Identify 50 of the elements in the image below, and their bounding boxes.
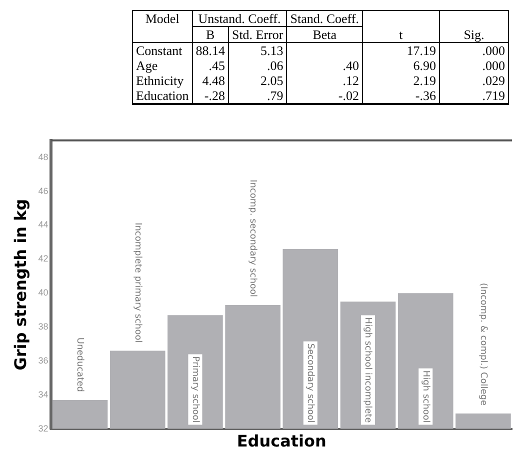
y-tick-label: 40 bbox=[38, 288, 48, 298]
category-label: High school bbox=[420, 370, 430, 423]
y-tick-label: Age bbox=[132, 58, 192, 73]
data-label: -.02 bbox=[286, 88, 362, 104]
x-tick-label: Sig. bbox=[439, 10, 508, 42]
y-tick-label: 34 bbox=[38, 389, 48, 400]
data-label: .000 bbox=[439, 42, 508, 58]
category-label: Uneducated bbox=[74, 337, 85, 392]
data-label: .029 bbox=[439, 73, 508, 88]
x-tick-label: t bbox=[362, 10, 440, 42]
x-tick-label: B bbox=[192, 26, 228, 42]
x-tick-label: Std. Error bbox=[228, 26, 287, 42]
category-label: Primary school bbox=[190, 356, 200, 423]
y-tick-label: 38 bbox=[38, 321, 48, 332]
y-tick-label: Ethnicity bbox=[132, 73, 192, 88]
text: Stand. Coeff. bbox=[286, 10, 362, 26]
data-label: 6.90 bbox=[362, 58, 440, 73]
data-label: .79 bbox=[228, 88, 287, 104]
data-label: 2.05 bbox=[228, 73, 287, 88]
data-label: 2.19 bbox=[362, 73, 440, 88]
y-tick-label: Constant bbox=[132, 42, 192, 58]
y-tick-label: 42 bbox=[38, 254, 48, 264]
data-label: .719 bbox=[439, 88, 508, 104]
category-label: Secondary school bbox=[305, 343, 316, 423]
y-axis-title: Grip strength in kg bbox=[10, 198, 30, 370]
data-label: .000 bbox=[439, 58, 508, 73]
x-axis-title: Education bbox=[236, 432, 326, 451]
y-tick-label: 32 bbox=[38, 423, 48, 434]
category-label: Incomp. secondary school bbox=[247, 180, 258, 297]
category-label: High school incomplete bbox=[362, 317, 373, 423]
text: Unstand. Coeff. bbox=[192, 10, 287, 26]
data-label: .06 bbox=[228, 58, 287, 73]
data-label: .40 bbox=[286, 58, 362, 73]
y-tick-label: Education bbox=[132, 88, 192, 104]
data-label: 88.14 bbox=[192, 42, 228, 58]
y-tick-label: 48 bbox=[38, 152, 48, 162]
data-label: 5.13 bbox=[228, 42, 287, 58]
data-label: -.28 bbox=[192, 88, 228, 104]
data-label: -.36 bbox=[362, 88, 440, 104]
data-label: .45 bbox=[192, 58, 228, 73]
x-tick-label: Beta bbox=[286, 26, 362, 42]
data-label: 4.48 bbox=[192, 73, 228, 88]
y-tick-label: 44 bbox=[38, 220, 48, 230]
category-label: (Incomp. & compl.) College bbox=[478, 282, 488, 406]
category-label: Incomplete primary school bbox=[132, 222, 142, 343]
y-tick-label: 46 bbox=[38, 186, 48, 196]
data-label: 17.19 bbox=[362, 42, 440, 58]
data-label: .12 bbox=[286, 73, 362, 88]
y-tick-label: 36 bbox=[38, 355, 48, 366]
text: Model bbox=[132, 10, 192, 42]
